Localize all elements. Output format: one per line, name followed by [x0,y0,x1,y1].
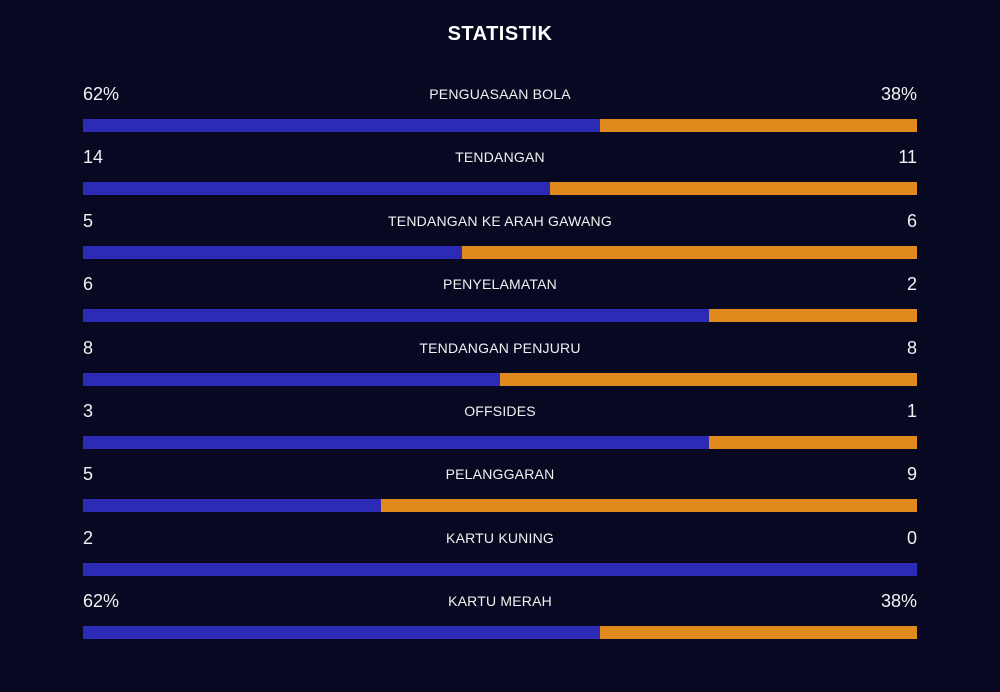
stat-row-penyelamatan: 6 PENYELAMATAN 2 [83,272,917,335]
stat-label: TENDANGAN PENJURU [419,339,581,356]
stat-bar [83,245,917,259]
stat-bar-home [83,435,709,449]
stat-bar-away [380,499,917,513]
stat-bar-away [500,372,917,386]
stat-row-tendangan-penjuru: 8 TENDANGAN PENJURU 8 [83,336,917,399]
stat-bar-home [83,562,917,576]
stat-label: TENDANGAN KE ARAH GAWANG [388,212,612,229]
stat-bar [83,626,917,640]
stat-row-offsides: 3 OFFSIDES 1 [83,399,917,462]
stat-bar [83,182,917,196]
stat-value-away: 38% [880,591,917,612]
stat-row-penguasaan-bola: 62% PENGUASAAN BOLA 38% [83,82,917,145]
stat-value-home: 5 [83,210,94,231]
stats-title: STATISTIK [447,23,553,45]
stat-bar-away [600,119,917,132]
stat-value-away: 8 [906,337,917,358]
stat-bar-away [708,309,917,323]
stat-value-away: 11 [898,147,917,168]
stat-value-home: 62% [83,591,120,612]
stats-list: 62% PENGUASAAN BOLA 38% 14 TENDANGAN 11 … [83,82,917,653]
stat-bar-away [550,182,917,196]
stat-value-home: 3 [83,400,94,421]
stat-bar-home [83,309,709,323]
stat-value-home: 62% [83,84,120,104]
stat-value-home: 6 [83,274,94,295]
stat-value-away: 1 [906,400,917,421]
stat-label: PENYELAMATAN [443,276,557,293]
stat-value-away: 38% [880,84,917,104]
stat-bar-away [600,626,917,640]
stat-value-away: 6 [906,210,917,231]
stat-bar-home [83,499,381,513]
stat-value-away: 0 [906,527,917,548]
stat-value-home: 2 [83,527,94,548]
stat-bar [83,372,917,386]
stat-bar [83,435,917,449]
stat-bar [83,562,917,576]
stat-value-home: 14 [83,147,104,168]
stat-bar-home [83,372,500,386]
stat-value-home: 5 [83,464,94,485]
stat-label: TENDANGAN [455,149,545,166]
stat-label: PELANGGARAN [445,466,555,483]
stat-label: KARTU KUNING [446,529,554,546]
stat-bar-away [462,245,917,259]
stat-value-away: 9 [906,464,917,485]
stat-bar [83,309,917,323]
stat-label: PENGUASAAN BOLA [429,86,571,102]
stat-label: KARTU MERAH [448,593,552,610]
stat-row-tendangan: 14 TENDANGAN 11 [83,145,917,208]
stat-value-home: 8 [83,337,94,358]
stat-row-kartu-kuning: 2 KARTU KUNING 0 [83,526,917,589]
stat-row-kartu-merah: 62% KARTU MERAH 38% [83,589,917,652]
stat-bar-home [83,626,601,640]
stat-bar-home [83,119,601,132]
stat-label: OFFSIDES [464,402,536,419]
stat-bar [83,499,917,513]
stat-value-away: 2 [906,274,917,295]
stat-bar-home [83,182,551,196]
stat-row-pelanggaran: 5 PELANGGARAN 9 [83,462,917,525]
stat-bar-home [83,245,463,259]
stat-bar [83,119,917,132]
stat-row-tendangan-ke-arah-gawang: 5 TENDANGAN KE ARAH GAWANG 6 [83,209,917,272]
stat-bar-away [708,435,917,449]
